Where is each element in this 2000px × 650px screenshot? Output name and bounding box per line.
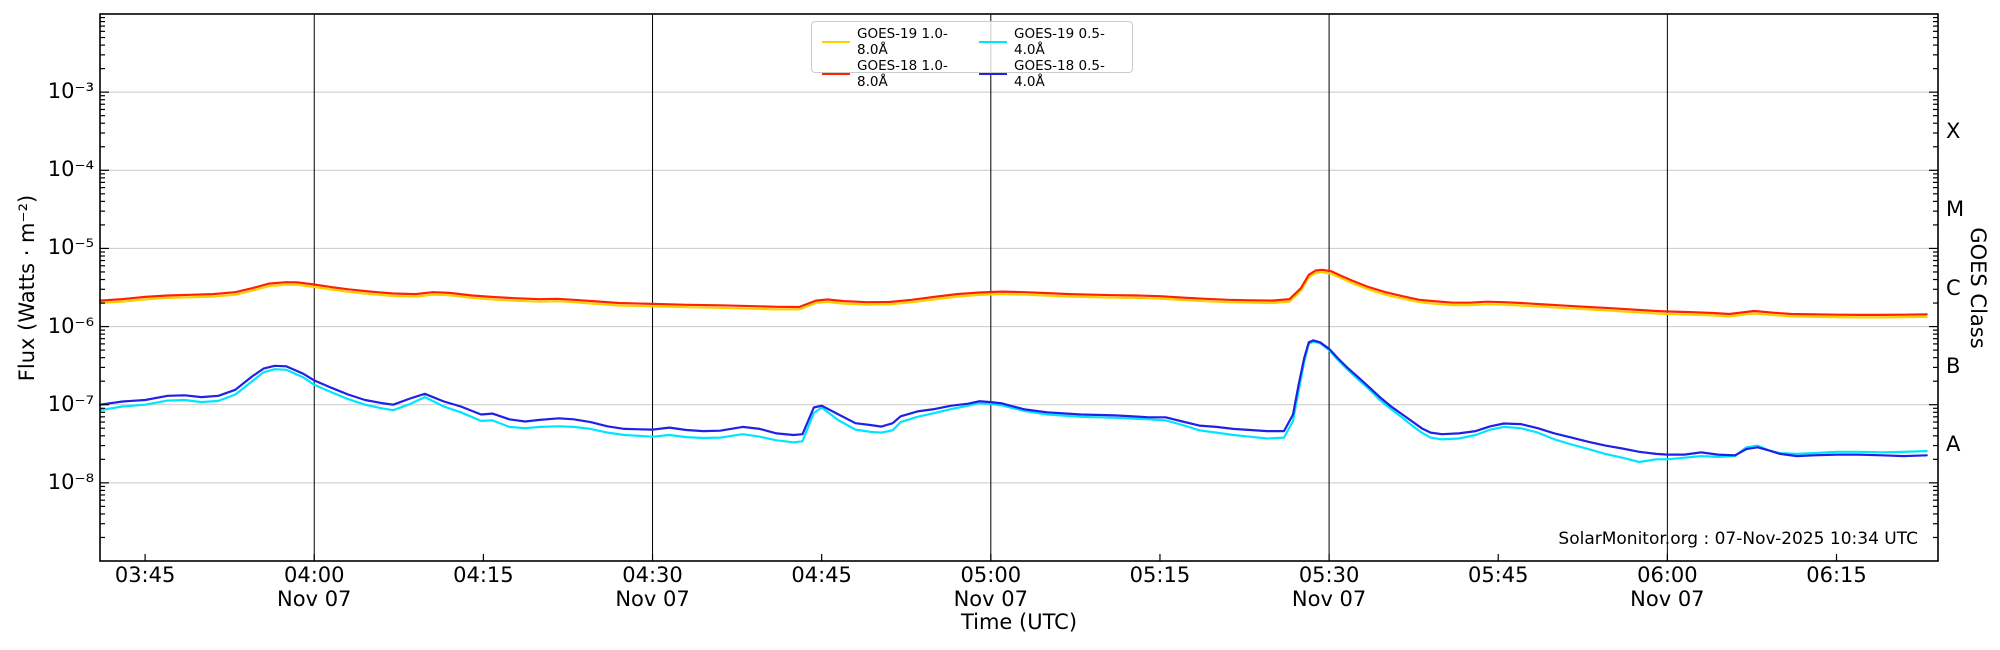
goes-class-letter: M	[1946, 197, 1965, 222]
x-axis-tick-label: 05:45	[1467, 563, 1529, 587]
x-axis-tick-label: 04:45	[791, 563, 852, 587]
flux-axis-title: Flux (Watts · m⁻²)	[15, 194, 39, 382]
goes-class-letter: C	[1946, 275, 1961, 300]
legend-label: GOES-19 0.5-4.0Å	[1014, 26, 1105, 58]
x-axis-tick-label: 05:15	[1129, 563, 1191, 587]
y-axis-tick-label: 10⁻⁸	[47, 469, 94, 494]
legend-label: GOES-19 1.0-8.0Å	[857, 26, 948, 58]
legend-item: GOES-18 0.5-4.0Å	[979, 58, 1122, 90]
y-axis-tick-label: 10⁻³	[47, 78, 94, 103]
goes-class-letter: A	[1946, 431, 1961, 456]
goes-class-letter: X	[1946, 119, 1961, 144]
y-axis-tick-label: 10⁻⁷	[47, 391, 94, 416]
y-axis-tick-label: 10⁻⁶	[47, 313, 94, 338]
series-line	[98, 271, 1928, 319]
x-axis-tick-label: 03:45	[114, 563, 176, 587]
series-line	[98, 340, 1928, 464]
x-axis-tick-label: 05:00	[960, 563, 1022, 587]
time-axis-title: Time (UTC)	[960, 610, 1078, 634]
date-sublabel: Nov 07	[1291, 587, 1367, 611]
legend-line-swatch	[979, 73, 1007, 75]
x-axis-tick-label: 04:30	[622, 563, 683, 587]
legend-line-swatch	[979, 41, 1007, 43]
legend: GOES-19 1.0-8.0Å GOES-18 1.0-8.0Å GOES-19 …	[811, 21, 1133, 90]
plot-border	[99, 13, 1939, 562]
series-line	[98, 268, 1928, 316]
goes-class-axis-title: GOES Class	[1966, 227, 1990, 349]
y-axis-tick-label: 10⁻⁵	[47, 235, 94, 260]
y-axis-tick-label: 10⁻⁴	[47, 157, 94, 182]
date-sublabel: Nov 07	[1630, 587, 1705, 611]
legend-label: GOES-18 0.5-4.0Å	[1014, 58, 1105, 90]
legend-item: GOES-19 1.0-8.0Å	[822, 26, 965, 58]
date-sublabel: Nov 07	[277, 587, 352, 611]
legend-label: GOES-18 1.0-8.0Å	[857, 58, 948, 90]
date-sublabel: Nov 07	[953, 587, 1028, 611]
x-axis-tick-label: 04:15	[453, 563, 514, 587]
x-axis-tick-label: 06:00	[1637, 563, 1698, 587]
x-axis-tick-label: 06:15	[1806, 563, 1867, 587]
x-axis-tick-label: 05:30	[1298, 563, 1360, 587]
date-sublabel: Nov 07	[615, 587, 690, 611]
x-axis-tick-label: 04:00	[283, 563, 345, 587]
series-line	[98, 339, 1928, 458]
watermark-text: SolarMonitor.org : 07-Nov-2025 10:34 UTC	[1558, 529, 1918, 549]
legend-line-swatch	[822, 73, 850, 75]
goes-class-letter: B	[1946, 353, 1961, 378]
legend-item: GOES-19 0.5-4.0Å	[979, 26, 1122, 58]
legend-item: GOES-18 1.0-8.0Å	[822, 58, 965, 90]
legend-line-swatch	[822, 41, 850, 43]
